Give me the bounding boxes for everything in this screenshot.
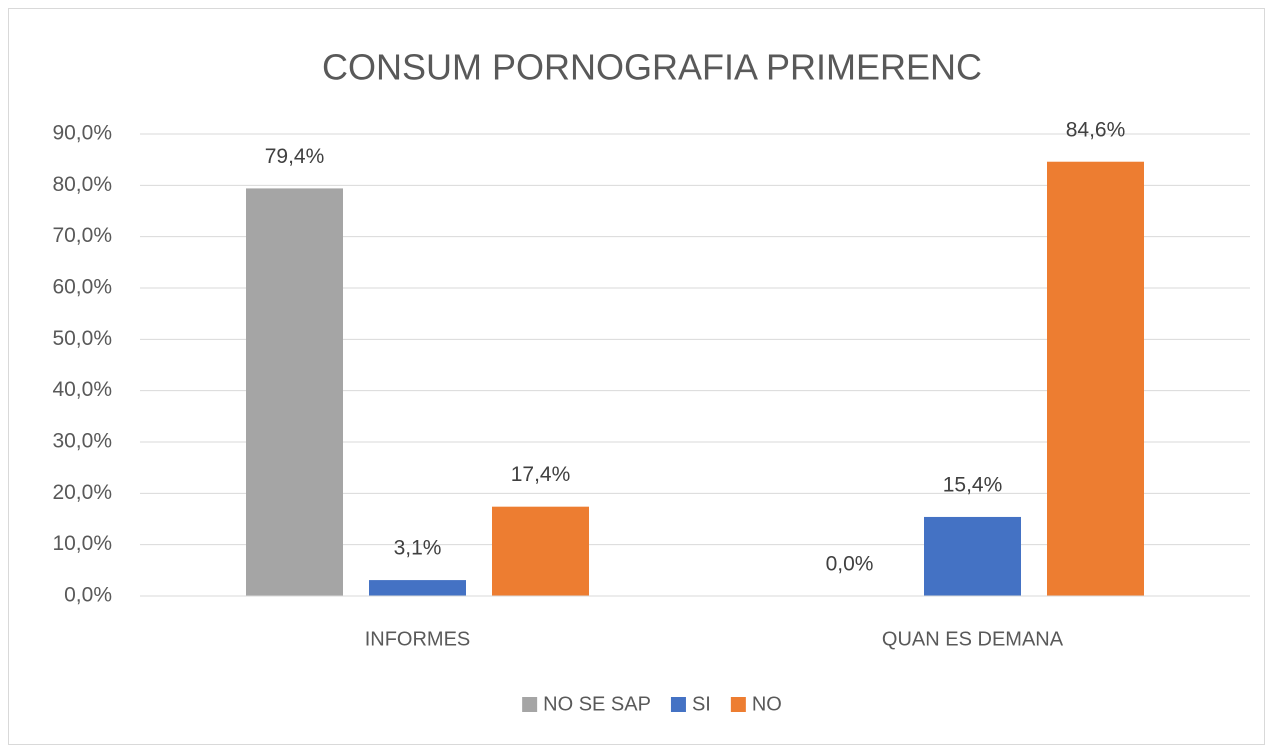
y-tick-label: 90,0% — [52, 122, 112, 145]
data-label: 84,6% — [1066, 118, 1126, 141]
y-tick-label: 70,0% — [52, 224, 112, 247]
legend-label: SI — [692, 693, 711, 715]
y-tick-label: 20,0% — [52, 481, 112, 504]
y-tick-label: 0,0% — [64, 584, 112, 607]
data-label: 79,4% — [265, 145, 325, 168]
legend-swatch — [522, 697, 538, 712]
y-tick-label: 80,0% — [52, 173, 112, 196]
y-tick-label: 40,0% — [52, 378, 112, 401]
data-label: 3,1% — [394, 537, 442, 560]
data-label: 17,4% — [511, 463, 571, 486]
bar — [369, 580, 466, 596]
bar — [246, 188, 343, 596]
bar — [1047, 161, 1144, 596]
legend-label: NO SE SAP — [543, 693, 651, 715]
chart-title: CONSUM PORNOGRAFIA PRIMERENC — [322, 47, 982, 88]
bar — [492, 506, 589, 596]
data-label: 15,4% — [943, 473, 1003, 496]
data-label: 0,0% — [826, 553, 874, 576]
y-tick-label: 50,0% — [52, 327, 112, 350]
y-tick-label: 60,0% — [52, 276, 112, 299]
x-tick-label: QUAN ES DEMANA — [882, 628, 1064, 650]
bar — [924, 516, 1021, 596]
x-tick-label: INFORMES — [365, 628, 471, 650]
legend-label: NO — [752, 693, 782, 715]
legend-swatch — [670, 697, 686, 712]
legend-swatch — [730, 697, 746, 712]
y-tick-label: 30,0% — [52, 430, 112, 453]
y-tick-label: 10,0% — [52, 532, 112, 555]
